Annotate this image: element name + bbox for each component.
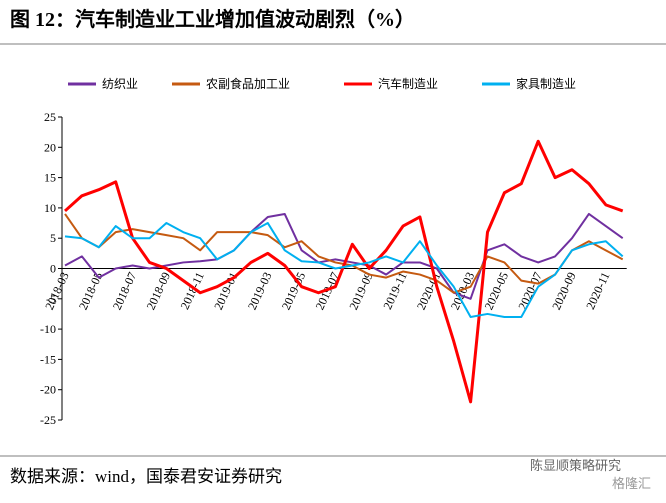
chart-title: 图 12：汽车制造业工业增加值波动剧烈（%） — [10, 7, 415, 31]
y-tick-label: 5 — [50, 231, 56, 245]
y-tick-label: 10 — [44, 201, 56, 215]
x-tick-label: 2020-11 — [583, 270, 612, 312]
line — [63, 139, 624, 404]
y-tick-label: -15 — [40, 352, 56, 366]
y-tick-label: -20 — [40, 383, 56, 397]
y-tick-label: 0 — [50, 262, 56, 276]
legend-label: 农副食品加工业 — [206, 76, 290, 91]
line — [64, 222, 624, 318]
x-tick-label: 2018-07 — [110, 270, 140, 312]
y-tick-label: 15 — [44, 171, 56, 185]
y-tick-label: -25 — [40, 413, 56, 427]
legend-label: 纺织业 — [102, 77, 138, 91]
y-tick-label: -10 — [40, 322, 56, 336]
y-tick-label: 20 — [44, 140, 56, 154]
x-tick-label: 2020-07 — [515, 270, 545, 312]
watermark: 陈显顺策略研究 — [530, 458, 621, 473]
source: 数据来源：wind，国泰君安证券研究 — [10, 467, 282, 486]
y-tick-label: -5 — [46, 292, 56, 306]
brand: 格隆汇 — [612, 476, 651, 491]
x-tick-label: 2020-05 — [482, 270, 512, 312]
legend-label: 汽车制造业 — [378, 76, 438, 91]
x-tick-label: 2019-09 — [346, 270, 376, 312]
y-tick-label: 25 — [44, 110, 56, 124]
legend-label: 家具制造业 — [516, 76, 576, 91]
x-tick-label: 2018-09 — [144, 270, 174, 312]
x-tick-label: 2019-03 — [245, 270, 275, 312]
x-tick-label: 2019-11 — [380, 270, 409, 312]
